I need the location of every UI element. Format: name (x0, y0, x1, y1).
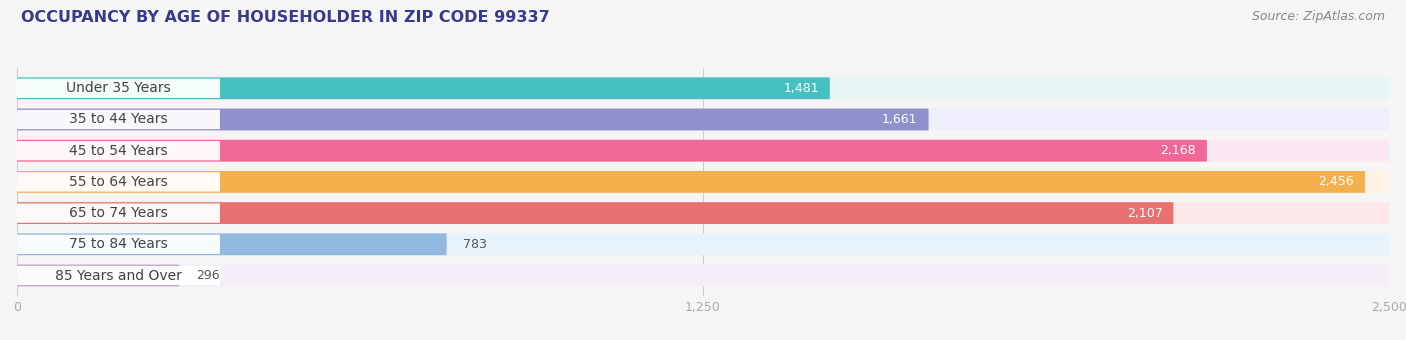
FancyBboxPatch shape (17, 233, 447, 255)
FancyBboxPatch shape (17, 78, 1389, 99)
Text: OCCUPANCY BY AGE OF HOUSEHOLDER IN ZIP CODE 99337: OCCUPANCY BY AGE OF HOUSEHOLDER IN ZIP C… (21, 10, 550, 25)
FancyBboxPatch shape (17, 172, 219, 191)
FancyBboxPatch shape (17, 265, 180, 286)
FancyBboxPatch shape (17, 265, 1389, 286)
Text: 85 Years and Over: 85 Years and Over (55, 269, 181, 283)
Text: Source: ZipAtlas.com: Source: ZipAtlas.com (1251, 10, 1385, 23)
Text: 296: 296 (195, 269, 219, 282)
FancyBboxPatch shape (17, 79, 219, 98)
Text: 1,481: 1,481 (783, 82, 818, 95)
FancyBboxPatch shape (17, 203, 219, 223)
Text: 45 to 54 Years: 45 to 54 Years (69, 144, 167, 158)
Text: 55 to 64 Years: 55 to 64 Years (69, 175, 167, 189)
Text: 2,168: 2,168 (1160, 144, 1197, 157)
FancyBboxPatch shape (17, 202, 1389, 224)
Text: 35 to 44 Years: 35 to 44 Years (69, 113, 167, 126)
FancyBboxPatch shape (17, 78, 830, 99)
FancyBboxPatch shape (17, 171, 1365, 193)
Text: 2,456: 2,456 (1319, 175, 1354, 188)
FancyBboxPatch shape (17, 233, 1389, 255)
Text: 783: 783 (463, 238, 486, 251)
FancyBboxPatch shape (17, 202, 1174, 224)
Text: 2,107: 2,107 (1126, 207, 1163, 220)
Text: 1,661: 1,661 (882, 113, 918, 126)
Text: 65 to 74 Years: 65 to 74 Years (69, 206, 167, 220)
Text: Under 35 Years: Under 35 Years (66, 81, 170, 95)
FancyBboxPatch shape (17, 140, 1389, 161)
FancyBboxPatch shape (17, 108, 1389, 131)
FancyBboxPatch shape (17, 108, 928, 131)
FancyBboxPatch shape (17, 266, 219, 285)
FancyBboxPatch shape (17, 235, 219, 254)
Text: 75 to 84 Years: 75 to 84 Years (69, 237, 167, 251)
FancyBboxPatch shape (17, 141, 219, 160)
FancyBboxPatch shape (17, 171, 1389, 193)
FancyBboxPatch shape (17, 110, 219, 129)
FancyBboxPatch shape (17, 140, 1206, 161)
